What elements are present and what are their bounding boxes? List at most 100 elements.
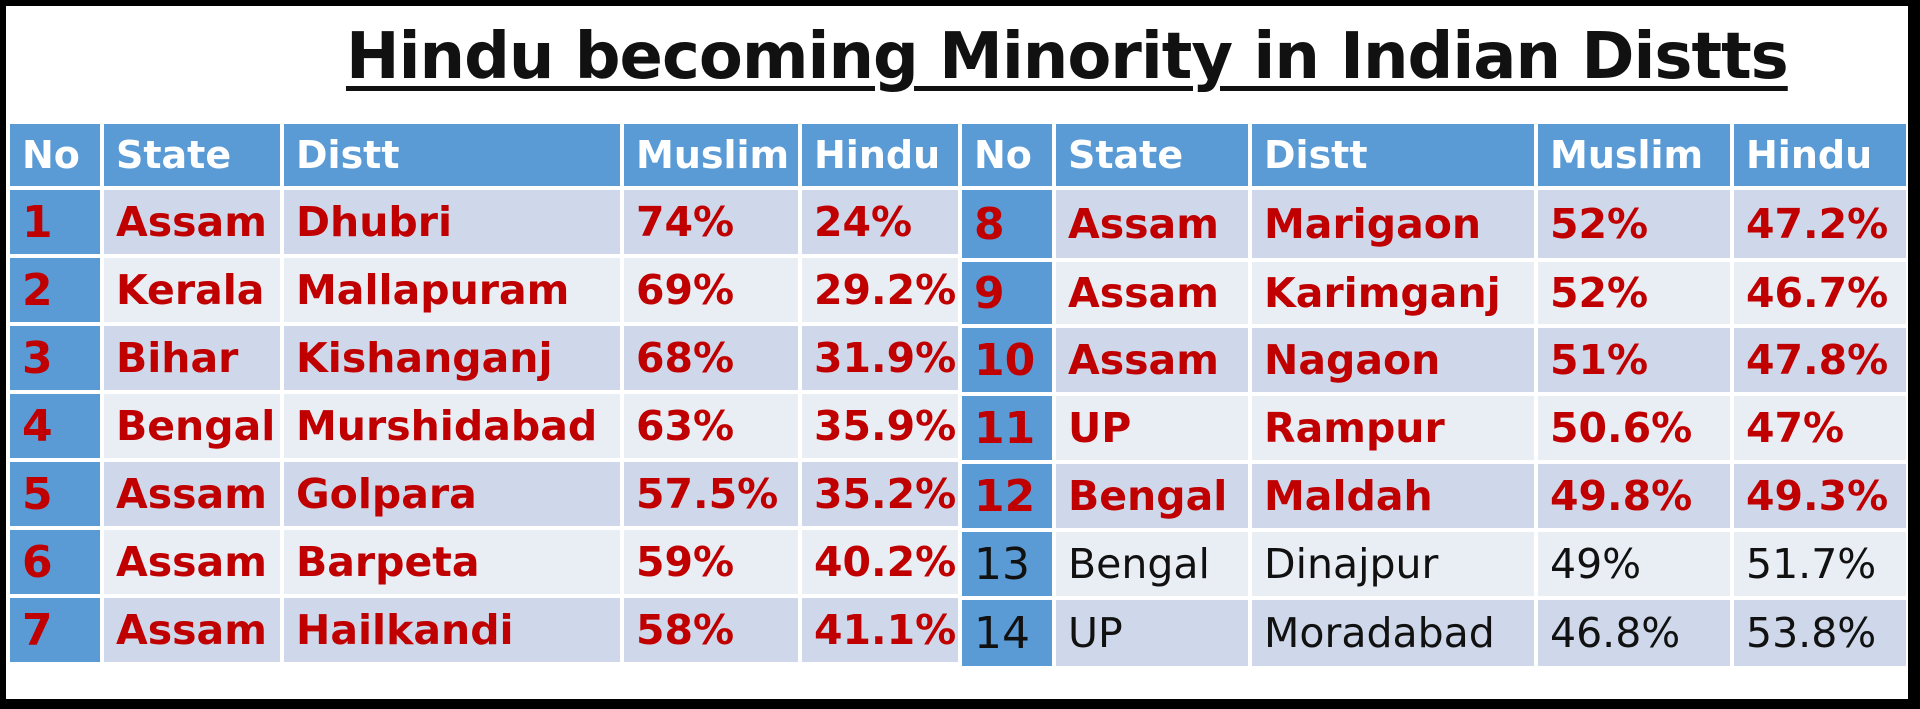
cell-distt: Murshidabad bbox=[282, 392, 624, 462]
cell-no: 12 bbox=[962, 462, 1056, 532]
cell-hindu: 49.3% bbox=[1732, 462, 1908, 532]
cell-no: 6 bbox=[10, 528, 104, 598]
header-muslim: Muslim bbox=[622, 124, 802, 190]
cell-hindu: 41.1% bbox=[800, 596, 962, 666]
cell-hindu: 35.2% bbox=[800, 460, 962, 530]
table-row: 11 UP Rampur 50.6% 47% bbox=[962, 394, 1908, 464]
chart-title: Hindu becoming Minority in Indian Distts bbox=[346, 20, 1789, 94]
cell-distt: Golpara bbox=[282, 460, 624, 530]
cell-state: UP bbox=[1054, 598, 1252, 670]
cell-no: 14 bbox=[962, 598, 1056, 670]
cell-muslim: 69% bbox=[622, 256, 802, 326]
cell-distt: Dhubri bbox=[282, 188, 624, 258]
cell-muslim: 74% bbox=[622, 188, 802, 258]
cell-muslim: 52% bbox=[1536, 188, 1734, 262]
cell-muslim: 49.8% bbox=[1536, 462, 1734, 532]
table-header-row: No State Distt Muslim Hindu bbox=[962, 124, 1908, 190]
district-table-left: No State Distt Muslim Hindu 1 Assam Dhubri… bbox=[10, 124, 962, 666]
cell-hindu: 51.7% bbox=[1732, 530, 1908, 600]
cell-distt: Karimganj bbox=[1250, 260, 1538, 328]
cell-state: Assam bbox=[102, 596, 284, 666]
cell-hindu: 47.8% bbox=[1732, 326, 1908, 396]
table-row: 1 Assam Dhubri 74% 24% bbox=[10, 188, 962, 258]
cell-state: Assam bbox=[102, 460, 284, 530]
cell-hindu: 29.2% bbox=[800, 256, 962, 326]
header-state: State bbox=[1054, 124, 1252, 190]
cell-hindu: 31.9% bbox=[800, 324, 962, 394]
cell-no: 8 bbox=[962, 188, 1056, 262]
cell-state: Bengal bbox=[1054, 462, 1252, 532]
cell-hindu: 35.9% bbox=[800, 392, 962, 462]
cell-no: 9 bbox=[962, 260, 1056, 328]
cell-distt: Maldah bbox=[1250, 462, 1538, 532]
cell-muslim: 63% bbox=[622, 392, 802, 462]
cell-muslim: 57.5% bbox=[622, 460, 802, 530]
table-body-left: 1 Assam Dhubri 74% 24% 2 Kerala Mallapuram 69% 29… bbox=[10, 188, 962, 666]
table-row: 12 Bengal Maldah 49.8% 49.3% bbox=[962, 462, 1908, 532]
table-row: 6 Assam Barpeta 59% 40.2% bbox=[10, 528, 962, 598]
cell-hindu: 47.2% bbox=[1732, 188, 1908, 262]
cell-state: Assam bbox=[1054, 260, 1252, 328]
cell-distt: Hailkandi bbox=[282, 596, 624, 666]
cell-distt: Moradabad bbox=[1250, 598, 1538, 670]
cell-muslim: 52% bbox=[1536, 260, 1734, 328]
cell-hindu: 46.7% bbox=[1732, 260, 1908, 328]
table-row: 7 Assam Hailkandi 58% 41.1% bbox=[10, 596, 962, 666]
cell-state: Kerala bbox=[102, 256, 284, 326]
cell-hindu: 47% bbox=[1732, 394, 1908, 464]
cell-distt: Kishanganj bbox=[282, 324, 624, 394]
table-row: 2 Kerala Mallapuram 69% 29.2% bbox=[10, 256, 962, 326]
header-muslim: Muslim bbox=[1536, 124, 1734, 190]
figure-frame: Hindu becoming Minority in Indian Distts… bbox=[6, 6, 1908, 699]
cell-distt: Mallapuram bbox=[282, 256, 624, 326]
cell-hindu: 24% bbox=[800, 188, 962, 258]
header-state: State bbox=[102, 124, 284, 190]
cell-no: 3 bbox=[10, 324, 104, 394]
cell-distt: Nagaon bbox=[1250, 326, 1538, 396]
cell-no: 7 bbox=[10, 596, 104, 666]
cell-state: Bengal bbox=[1054, 530, 1252, 600]
cell-muslim: 51% bbox=[1536, 326, 1734, 396]
cell-state: Bengal bbox=[102, 392, 284, 462]
table-body-right: 8 Assam Marigaon 52% 47.2% 9 Assam Karimganj 52%… bbox=[962, 188, 1908, 670]
cell-state: Assam bbox=[1054, 326, 1252, 396]
cell-state: Assam bbox=[1054, 188, 1252, 262]
table-row: 9 Assam Karimganj 52% 46.7% bbox=[962, 260, 1908, 328]
cell-state: UP bbox=[1054, 394, 1252, 464]
table-row: 8 Assam Marigaon 52% 47.2% bbox=[962, 188, 1908, 262]
table-row: 3 Bihar Kishanganj 68% 31.9% bbox=[10, 324, 962, 394]
table-row: 10 Assam Nagaon 51% 47.8% bbox=[962, 326, 1908, 396]
cell-muslim: 59% bbox=[622, 528, 802, 598]
table-row: 14 UP Moradabad 46.8% 53.8% bbox=[962, 598, 1908, 670]
cell-no: 2 bbox=[10, 256, 104, 326]
header-hindu: Hindu bbox=[800, 124, 962, 190]
cell-no: 10 bbox=[962, 326, 1056, 396]
cell-no: 5 bbox=[10, 460, 104, 530]
header-no: No bbox=[10, 124, 104, 190]
table-row: 5 Assam Golpara 57.5% 35.2% bbox=[10, 460, 962, 530]
table-row: 13 Bengal Dinajpur 49% 51.7% bbox=[962, 530, 1908, 600]
header-hindu: Hindu bbox=[1732, 124, 1908, 190]
table-row: 4 Bengal Murshidabad 63% 35.9% bbox=[10, 392, 962, 462]
cell-distt: Barpeta bbox=[282, 528, 624, 598]
cell-distt: Rampur bbox=[1250, 394, 1538, 464]
cell-hindu: 40.2% bbox=[800, 528, 962, 598]
cell-muslim: 50.6% bbox=[1536, 394, 1734, 464]
cell-muslim: 49% bbox=[1536, 530, 1734, 600]
cell-no: 4 bbox=[10, 392, 104, 462]
cell-distt: Dinajpur bbox=[1250, 530, 1538, 600]
cell-distt: Marigaon bbox=[1250, 188, 1538, 262]
header-no: No bbox=[962, 124, 1056, 190]
cell-no: 11 bbox=[962, 394, 1056, 464]
cell-state: Bihar bbox=[102, 324, 284, 394]
cell-no: 13 bbox=[962, 530, 1056, 600]
cell-hindu: 53.8% bbox=[1732, 598, 1908, 670]
table-header-row: No State Distt Muslim Hindu bbox=[10, 124, 962, 190]
cell-state: Assam bbox=[102, 188, 284, 258]
cell-state: Assam bbox=[102, 528, 284, 598]
header-distt: Distt bbox=[282, 124, 624, 190]
header-distt: Distt bbox=[1250, 124, 1538, 190]
cell-muslim: 58% bbox=[622, 596, 802, 666]
cell-no: 1 bbox=[10, 188, 104, 258]
cell-muslim: 46.8% bbox=[1536, 598, 1734, 670]
